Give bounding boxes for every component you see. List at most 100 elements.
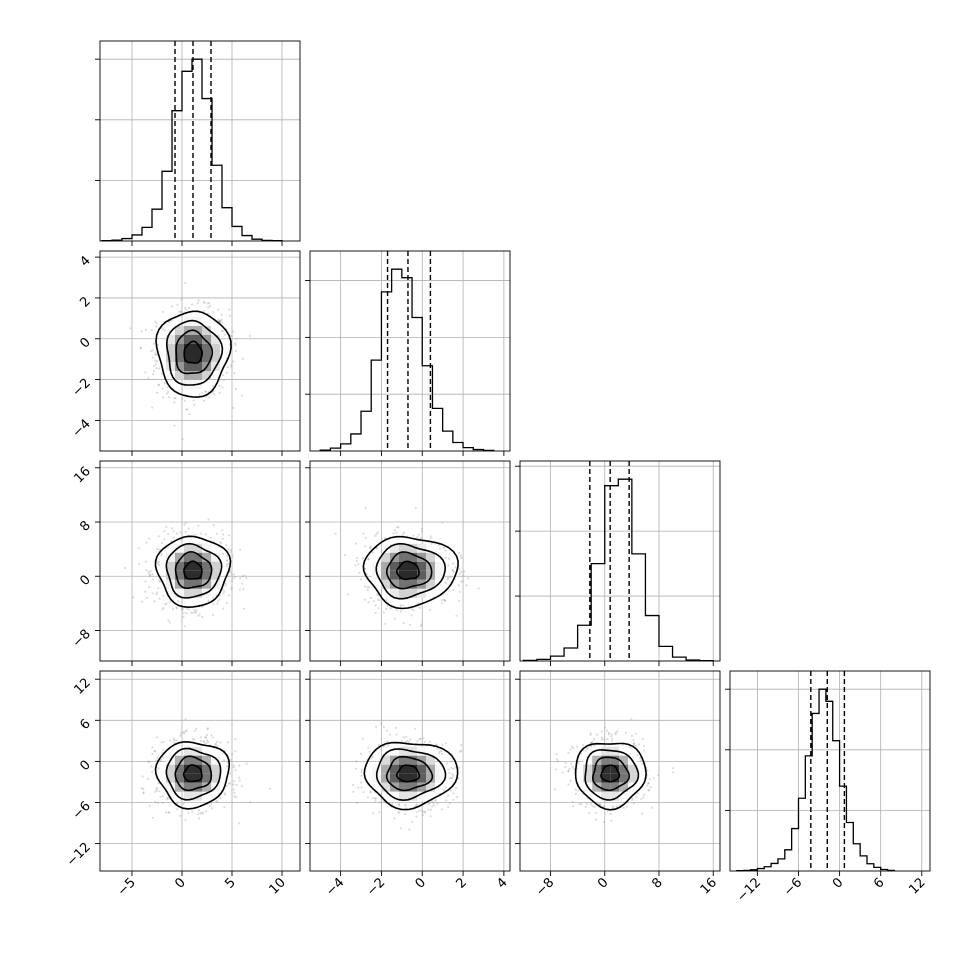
sample-point bbox=[166, 797, 169, 800]
density-cell bbox=[184, 353, 193, 362]
sample-point bbox=[224, 792, 227, 795]
sample-point bbox=[457, 584, 460, 587]
sample-point bbox=[226, 366, 229, 369]
sample-point bbox=[161, 387, 164, 390]
sample-point bbox=[179, 311, 182, 314]
density-cell bbox=[184, 746, 193, 756]
sample-point bbox=[145, 541, 148, 544]
density-cell bbox=[381, 561, 390, 571]
sample-point bbox=[233, 372, 236, 375]
sample-point bbox=[222, 552, 225, 555]
sample-point bbox=[402, 736, 405, 739]
sample-point bbox=[615, 805, 618, 808]
density-cell bbox=[184, 791, 193, 801]
sample-point bbox=[420, 527, 423, 530]
density-cell bbox=[399, 746, 408, 756]
sample-point bbox=[147, 377, 150, 380]
x-tick-label: 8 bbox=[649, 875, 665, 891]
sample-point bbox=[204, 390, 207, 393]
density-cell bbox=[211, 344, 220, 353]
density-cell bbox=[601, 791, 611, 801]
density-cell bbox=[610, 773, 620, 783]
sample-point bbox=[556, 758, 559, 761]
sample-point bbox=[158, 580, 161, 583]
sample-point bbox=[150, 765, 153, 768]
sample-point bbox=[441, 752, 444, 756]
sample-point bbox=[207, 518, 210, 521]
sample-point bbox=[239, 548, 242, 551]
sample-point bbox=[163, 530, 166, 533]
sample-point bbox=[194, 611, 197, 615]
sample-point bbox=[195, 727, 198, 730]
x-tick-label: −12 bbox=[734, 875, 764, 905]
sample-point bbox=[377, 743, 380, 747]
sample-point bbox=[423, 811, 426, 814]
scatter-points bbox=[352, 722, 463, 831]
sample-point bbox=[167, 546, 170, 549]
sample-point bbox=[449, 789, 452, 792]
sample-point bbox=[611, 740, 614, 743]
sample-point bbox=[428, 801, 431, 804]
sample-point bbox=[385, 740, 388, 743]
sample-point bbox=[161, 541, 164, 545]
sample-point bbox=[405, 735, 408, 739]
sample-point bbox=[184, 281, 187, 284]
sample-point bbox=[220, 313, 223, 316]
y-tick-label: 0 bbox=[77, 572, 93, 588]
sample-point bbox=[377, 598, 380, 601]
density-cell bbox=[601, 773, 611, 783]
density-cell bbox=[211, 773, 220, 783]
sample-point bbox=[402, 622, 405, 625]
sample-point bbox=[169, 739, 172, 742]
sample-point bbox=[152, 373, 155, 376]
density-cell bbox=[408, 579, 417, 589]
sample-point bbox=[162, 606, 165, 610]
sample-point bbox=[376, 531, 379, 534]
sample-point bbox=[167, 390, 170, 393]
sample-point bbox=[367, 746, 370, 750]
sample-point bbox=[362, 532, 365, 535]
density-cell bbox=[610, 755, 620, 765]
sample-point bbox=[374, 797, 377, 800]
sample-point bbox=[452, 792, 455, 795]
contour-level bbox=[395, 764, 421, 783]
sample-point bbox=[651, 806, 654, 809]
sample-point bbox=[249, 801, 252, 804]
sample-point bbox=[203, 301, 206, 304]
sample-point bbox=[625, 805, 628, 808]
sample-point bbox=[399, 603, 402, 607]
sample-point bbox=[168, 395, 171, 399]
sample-point bbox=[238, 822, 241, 825]
sample-point bbox=[632, 739, 635, 742]
sample-point bbox=[208, 302, 211, 305]
sample-point bbox=[371, 755, 374, 758]
sample-point bbox=[243, 574, 246, 577]
sample-point bbox=[206, 739, 209, 742]
sample-point bbox=[641, 812, 644, 815]
sample-point bbox=[586, 747, 589, 750]
sample-point bbox=[399, 610, 402, 613]
sample-point bbox=[641, 762, 644, 766]
density-cell bbox=[166, 764, 175, 774]
sample-point bbox=[160, 758, 163, 762]
sample-point bbox=[245, 576, 248, 580]
histogram-step-1 bbox=[319, 268, 495, 452]
density-cell bbox=[166, 353, 175, 362]
sample-point bbox=[604, 726, 607, 729]
sample-point bbox=[190, 611, 193, 614]
density-cell bbox=[408, 543, 417, 553]
sample-point bbox=[631, 797, 634, 800]
sample-point bbox=[444, 556, 447, 559]
sample-point bbox=[160, 554, 163, 557]
density-cell bbox=[399, 543, 408, 553]
density-cell bbox=[408, 773, 417, 783]
sample-point bbox=[362, 791, 365, 794]
scatter-panel-0-1 bbox=[95, 250, 301, 456]
sample-point bbox=[173, 401, 176, 404]
sample-point bbox=[147, 571, 150, 574]
sample-point bbox=[183, 625, 186, 628]
sample-point bbox=[234, 349, 238, 353]
sample-point bbox=[150, 329, 153, 332]
sample-point bbox=[372, 812, 375, 815]
density-cell bbox=[601, 764, 611, 774]
